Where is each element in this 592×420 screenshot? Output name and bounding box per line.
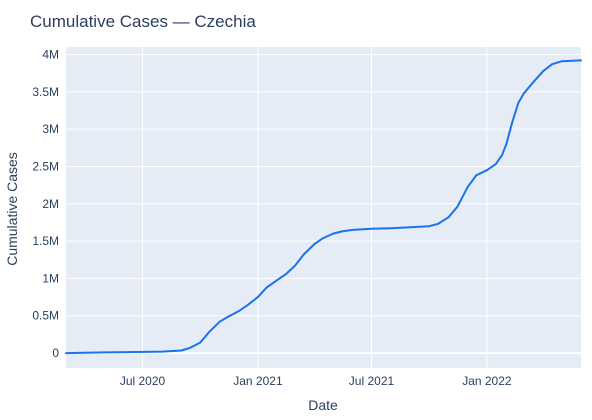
cumulative-cases-line xyxy=(65,59,582,355)
y-tick-label: 1M xyxy=(42,271,59,285)
x-tick-label: Jul 2021 xyxy=(349,374,395,388)
x-tick-label: Jan 2022 xyxy=(462,374,512,388)
x-axis-title: Date xyxy=(308,397,338,413)
x-axis-ticks: Jul 2020 Jan 2021 Jul 2021 Jan 2022 xyxy=(120,374,512,388)
series-layer xyxy=(65,59,582,355)
x-tick-label: Jul 2020 xyxy=(120,374,166,388)
plot-background xyxy=(66,47,581,368)
y-tick-label: 0.5M xyxy=(32,309,59,323)
y-tick-label: 1.5M xyxy=(32,234,59,248)
x-tick-label: Jan 2021 xyxy=(233,374,283,388)
y-tick-label: 2M xyxy=(42,197,59,211)
y-tick-label: 2.5M xyxy=(32,159,59,173)
y-tick-label: 4M xyxy=(42,47,59,61)
y-tick-label: 0 xyxy=(52,346,59,360)
y-tick-label: 3.5M xyxy=(32,85,59,99)
y-axis-ticks: 0 0.5M 1M 1.5M 2M 2.5M 3M 3.5M 4M xyxy=(32,47,59,360)
y-axis-title: Cumulative Cases xyxy=(4,152,20,266)
chart-title: Cumulative Cases — Czechia xyxy=(30,12,256,31)
grid-lines xyxy=(66,47,581,368)
y-tick-label: 3M xyxy=(42,122,59,136)
